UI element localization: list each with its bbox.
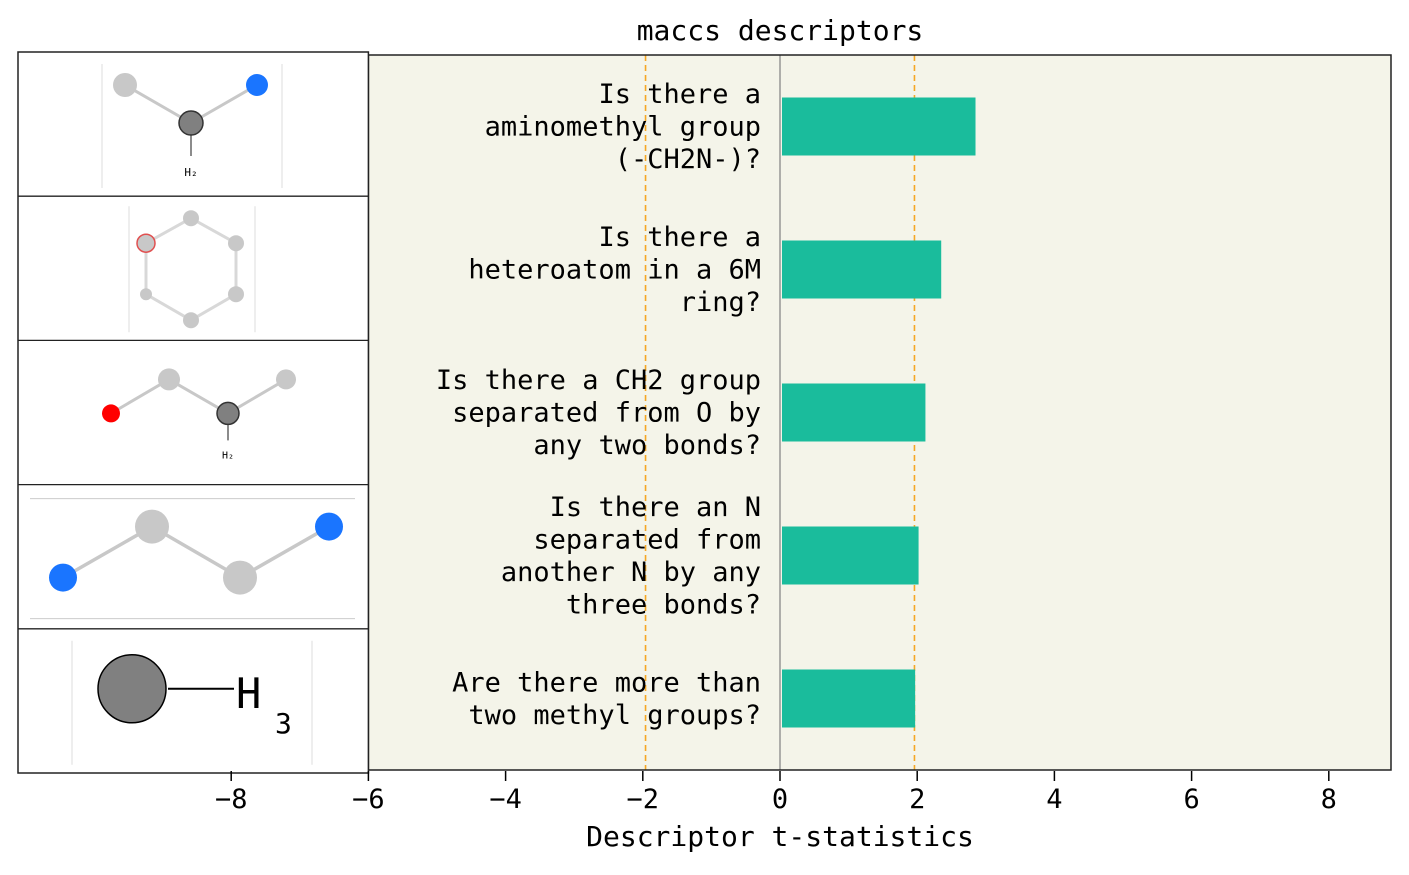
category-label-line: separated from O by (452, 398, 761, 429)
x-tick-label-6: 4 (1046, 784, 1062, 815)
oxygen-atom (102, 404, 120, 423)
atom-caption: H (236, 669, 261, 718)
highlighted-atom (136, 233, 156, 253)
molecule-panel: H₂ H₂ H3 (17, 51, 370, 774)
category-label-line: three bonds? (566, 589, 761, 620)
ring-atom (183, 312, 199, 329)
bar-0 (782, 97, 976, 156)
molecule-panel-frame (17, 51, 370, 774)
x-tick-label-2: −4 (489, 784, 522, 815)
bar-2 (782, 383, 926, 442)
atom-caption: H₂ (222, 450, 234, 461)
bond (61, 524, 154, 580)
category-label-line: Is there an N (550, 492, 761, 523)
carbon-atom (158, 368, 180, 391)
category-label-line: Are there more than (452, 667, 761, 698)
category-label-line: heteroatom in a 6M (468, 255, 761, 286)
molecule-image-3 (30, 498, 355, 620)
x-axis-label: Descriptor t-statistics (586, 820, 974, 853)
carbon-atom (178, 110, 204, 136)
atom-caption: H₂ (184, 166, 197, 179)
category-label-line: separated from (533, 524, 761, 555)
bond (189, 292, 238, 322)
nitrogen-atom (246, 74, 268, 96)
molecule-image-4: H3 (71, 640, 313, 765)
category-label-line: Is there a (598, 79, 761, 110)
bond (238, 524, 331, 580)
x-tick-label-1: −6 (352, 784, 385, 815)
category-label-line: two methyl groups? (468, 700, 761, 731)
category-label-0: Is there a aminomethyl group (-CH2N-)? (485, 79, 761, 175)
category-label-line: any two bonds? (533, 430, 761, 461)
ring-atom (228, 235, 244, 252)
bond (144, 292, 193, 322)
category-label-line: Is there a (598, 222, 761, 253)
category-label-line: aminomethyl group (485, 112, 761, 143)
category-label-1: Is there a heteroatom in a 6M ring? (468, 222, 761, 318)
chart-title: maccs descriptors (637, 14, 924, 47)
ring-atom (140, 288, 152, 301)
carbon-atom (276, 369, 296, 390)
category-label-line: another N by any (501, 557, 761, 588)
x-tick-label-4: 0 (772, 784, 788, 815)
category-label-2: Is there a CH2 group separated from O by a… (436, 365, 761, 461)
plot-layer: Is there a aminomethyl group (-CH2N-)?Is t… (17, 51, 1392, 815)
bond (109, 377, 171, 415)
bond (189, 216, 238, 245)
carbon-atom (113, 73, 137, 97)
molecule-image-2: H₂ (102, 368, 296, 461)
molecule-image-1 (128, 206, 256, 333)
ring-atom (183, 210, 199, 227)
atom-caption-subscript: 3 (275, 707, 292, 740)
x-tick-label-8: 8 (1321, 784, 1337, 815)
category-label-4: Are there more than two methyl groups? (452, 667, 761, 731)
x-tick-label-5: 2 (909, 784, 925, 815)
carbon-atom (216, 401, 240, 426)
molecule-image-0: H₂ (101, 64, 283, 188)
x-tick-label-3: −2 (627, 784, 660, 815)
nitrogen-atom (49, 563, 77, 592)
bar-3 (782, 526, 919, 585)
carbon-atom (135, 509, 169, 544)
category-label-line: (-CH2N-)? (615, 144, 761, 175)
category-label-line: ring? (680, 287, 761, 318)
x-tick-label-7: 6 (1183, 784, 1199, 815)
category-label-line: Is there a CH2 group (436, 365, 761, 396)
x-tick-label-0: −8 (215, 784, 248, 815)
carbon-atom (97, 654, 167, 724)
bar-1 (782, 240, 942, 299)
ring-atom (228, 286, 244, 303)
nitrogen-atom (315, 512, 343, 541)
bar-4 (782, 669, 916, 728)
carbon-atom (223, 560, 257, 595)
